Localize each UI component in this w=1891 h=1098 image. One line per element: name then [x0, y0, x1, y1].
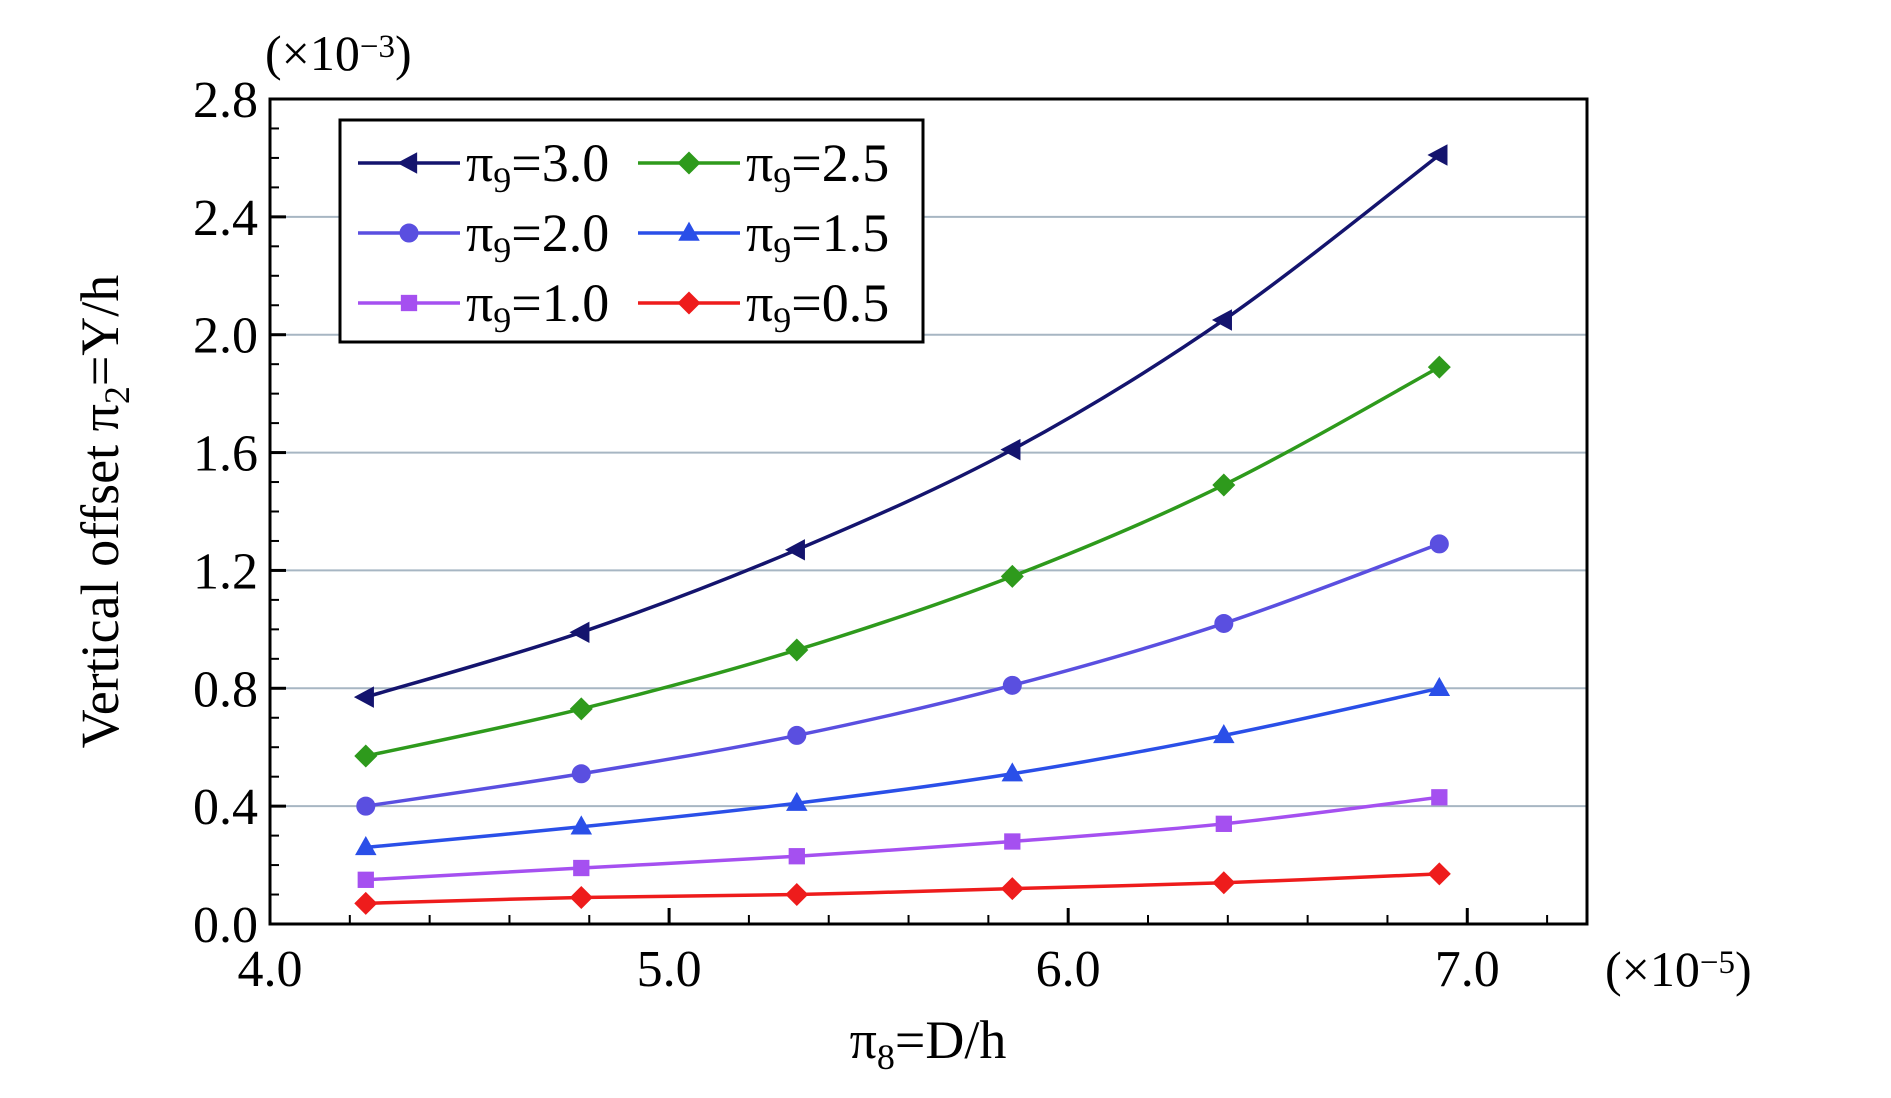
- series-1: [353, 144, 1448, 708]
- data-point: [1211, 309, 1232, 331]
- y-axis-title: Vertical offset π2=Y/h: [70, 275, 137, 749]
- data-point: [1002, 675, 1022, 695]
- data-point: [353, 686, 374, 708]
- data-point: [787, 725, 807, 745]
- series-line: [365, 542, 1440, 808]
- data-point: [569, 697, 593, 721]
- y-tick-label: 1.6: [193, 426, 258, 483]
- legend-label: π9=2.0: [466, 203, 609, 270]
- y-tick-label: 0.4: [193, 779, 258, 836]
- data-point: [1427, 355, 1451, 379]
- data-point: [1213, 724, 1235, 744]
- legend-item: π9=0.5: [638, 273, 889, 340]
- legend-item: π9=1.0: [358, 273, 609, 340]
- data-point: [356, 796, 376, 816]
- series-4: [355, 676, 1451, 856]
- legend-item: π9=1.5: [638, 203, 889, 270]
- legend-swatch-marker: [399, 223, 419, 243]
- data-point: [785, 638, 809, 662]
- data-point: [1428, 676, 1451, 696]
- data-point: [1004, 833, 1021, 850]
- legend-item: π9=3.0: [358, 133, 609, 200]
- legend-label: π9=3.0: [466, 133, 609, 200]
- series-layer: [353, 144, 1451, 915]
- legend-label: π9=1.0: [466, 273, 609, 340]
- x-tick-label: 4.0: [238, 941, 303, 998]
- legend-label: π9=2.5: [746, 133, 889, 200]
- data-point: [786, 791, 808, 811]
- data-point: [1427, 144, 1448, 166]
- legend-label: π9=1.5: [746, 203, 889, 270]
- y-tick-label: 0.0: [193, 897, 258, 954]
- x-tick-label: 6.0: [1036, 941, 1101, 998]
- data-point: [569, 621, 590, 644]
- data-point: [569, 885, 593, 909]
- series-2: [354, 355, 1451, 768]
- data-point: [1212, 473, 1236, 497]
- y-tick-label: 1.2: [193, 543, 258, 600]
- series-line: [365, 365, 1441, 758]
- series-line: [365, 153, 1441, 699]
- data-point: [784, 539, 805, 561]
- y-tick-label: 2.4: [193, 190, 258, 247]
- y-tick-label: 2.8: [193, 72, 258, 129]
- legend-swatch-marker: [397, 152, 418, 174]
- data-point: [1212, 871, 1236, 895]
- legend-label: π9=0.5: [746, 273, 889, 340]
- data-point: [1431, 789, 1448, 806]
- data-point: [1427, 862, 1451, 886]
- series-line: [365, 686, 1440, 850]
- data-point: [1214, 613, 1234, 633]
- x-tick-label: 7.0: [1435, 941, 1500, 998]
- legend-box: [338, 118, 925, 344]
- x-multiplier: (×10−5): [1605, 941, 1752, 997]
- data-point: [355, 836, 377, 856]
- legend-item: π9=2.5: [638, 133, 889, 200]
- series-5: [357, 789, 1448, 888]
- data-point: [354, 744, 378, 768]
- ticks-layer: [268, 97, 1549, 926]
- series-6: [354, 862, 1451, 915]
- x-tick-label: 5.0: [637, 941, 702, 998]
- data-point: [1215, 815, 1232, 832]
- data-point: [788, 848, 805, 865]
- data-point: [1001, 762, 1024, 782]
- legend-item: π9=2.0: [358, 203, 609, 270]
- y-multiplier: (×10−3): [265, 25, 412, 81]
- data-point: [570, 815, 593, 835]
- y-tick-label: 0.8: [193, 661, 258, 718]
- data-point: [573, 859, 590, 877]
- series-line: [365, 872, 1440, 906]
- data-point: [785, 883, 809, 907]
- labels-layer: 0.0 0.4 0.8 1.2 1.6 2.0 2.4 2.8 4.0 5.0 6.0 7.0 (×10…: [70, 25, 1752, 1077]
- legend-swatch-marker: [677, 291, 701, 315]
- data-point: [1000, 877, 1024, 901]
- series-3: [356, 534, 1449, 816]
- data-point: [1000, 564, 1024, 588]
- data-point: [1429, 534, 1449, 554]
- legend-swatch-marker: [677, 151, 701, 175]
- legend-swatch-marker: [400, 294, 418, 312]
- data-point: [354, 891, 378, 915]
- data-point: [357, 871, 374, 888]
- series-line: [365, 795, 1440, 882]
- data-point: [1000, 438, 1021, 461]
- x-axis-title: π8=D/h: [850, 1010, 1007, 1077]
- legend-swatch-marker: [678, 221, 700, 241]
- data-point: [571, 764, 591, 784]
- legend: π9=3.0 π9=2.5 π9=2.0 π9=1.5 π9=1.0 π9=0.5: [338, 118, 925, 344]
- y-tick-label: 2.0: [193, 308, 258, 365]
